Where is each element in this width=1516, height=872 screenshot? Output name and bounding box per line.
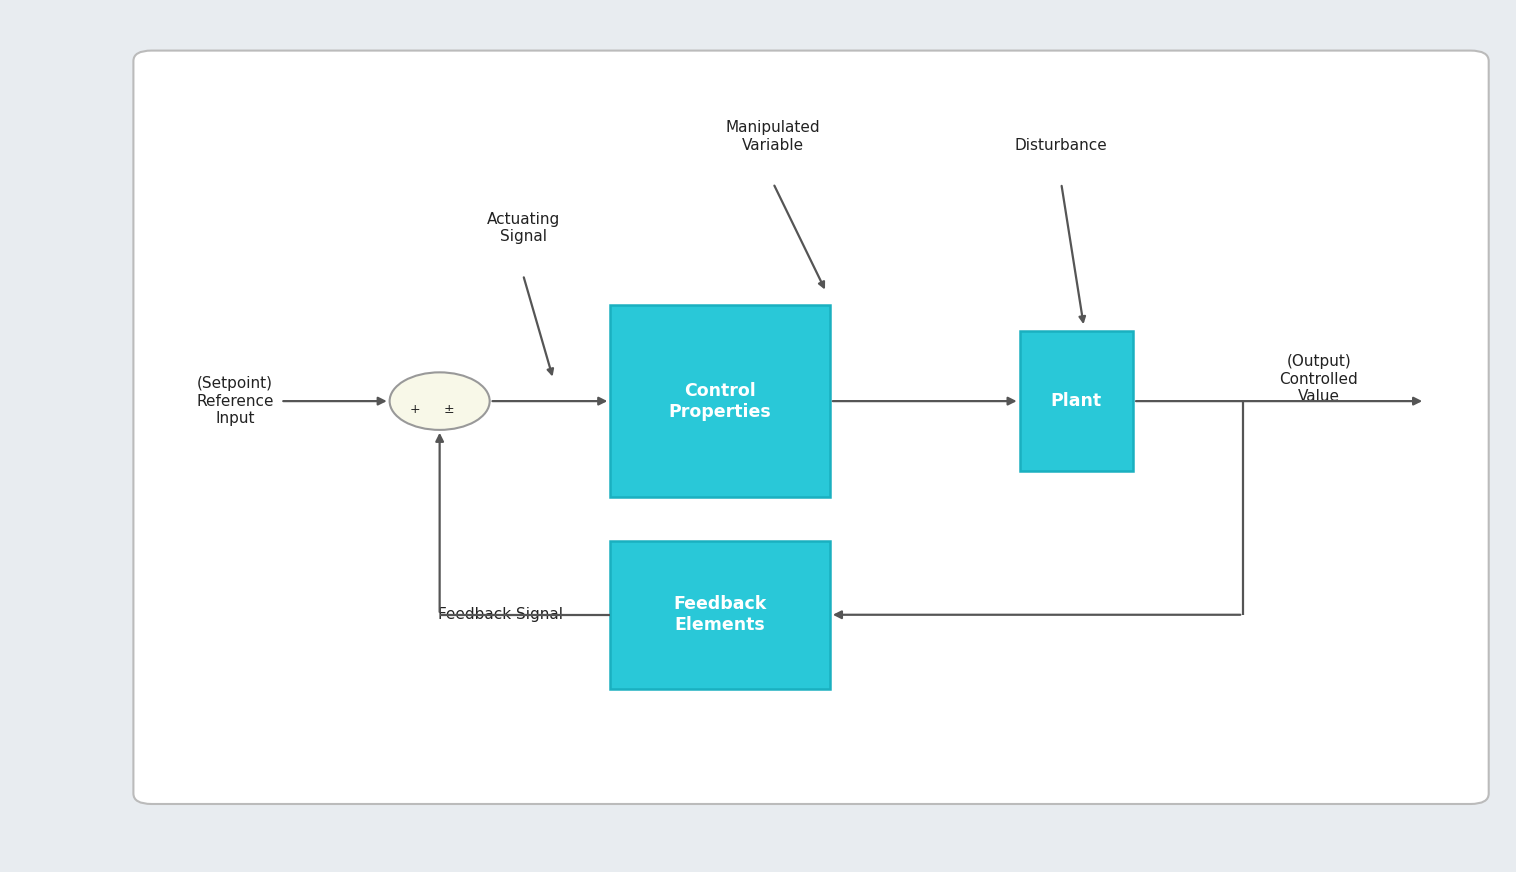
Text: +: +	[409, 404, 421, 416]
Text: Feedback Signal: Feedback Signal	[438, 607, 562, 623]
FancyBboxPatch shape	[133, 51, 1489, 804]
Text: Actuating
Signal: Actuating Signal	[487, 212, 559, 244]
Text: Feedback
Elements: Feedback Elements	[673, 596, 767, 634]
Circle shape	[390, 372, 490, 430]
Text: (Output)
Controlled
Value: (Output) Controlled Value	[1280, 354, 1358, 405]
Text: ±: ±	[443, 404, 455, 416]
Text: Plant: Plant	[1051, 392, 1102, 410]
Text: Disturbance: Disturbance	[1014, 138, 1108, 153]
FancyBboxPatch shape	[609, 541, 831, 689]
Text: Control
Properties: Control Properties	[669, 382, 772, 420]
Text: (Setpoint)
Reference
Input: (Setpoint) Reference Input	[196, 376, 274, 426]
FancyBboxPatch shape	[609, 305, 831, 497]
Text: Manipulated
Variable: Manipulated Variable	[726, 120, 820, 153]
FancyBboxPatch shape	[1019, 331, 1132, 471]
